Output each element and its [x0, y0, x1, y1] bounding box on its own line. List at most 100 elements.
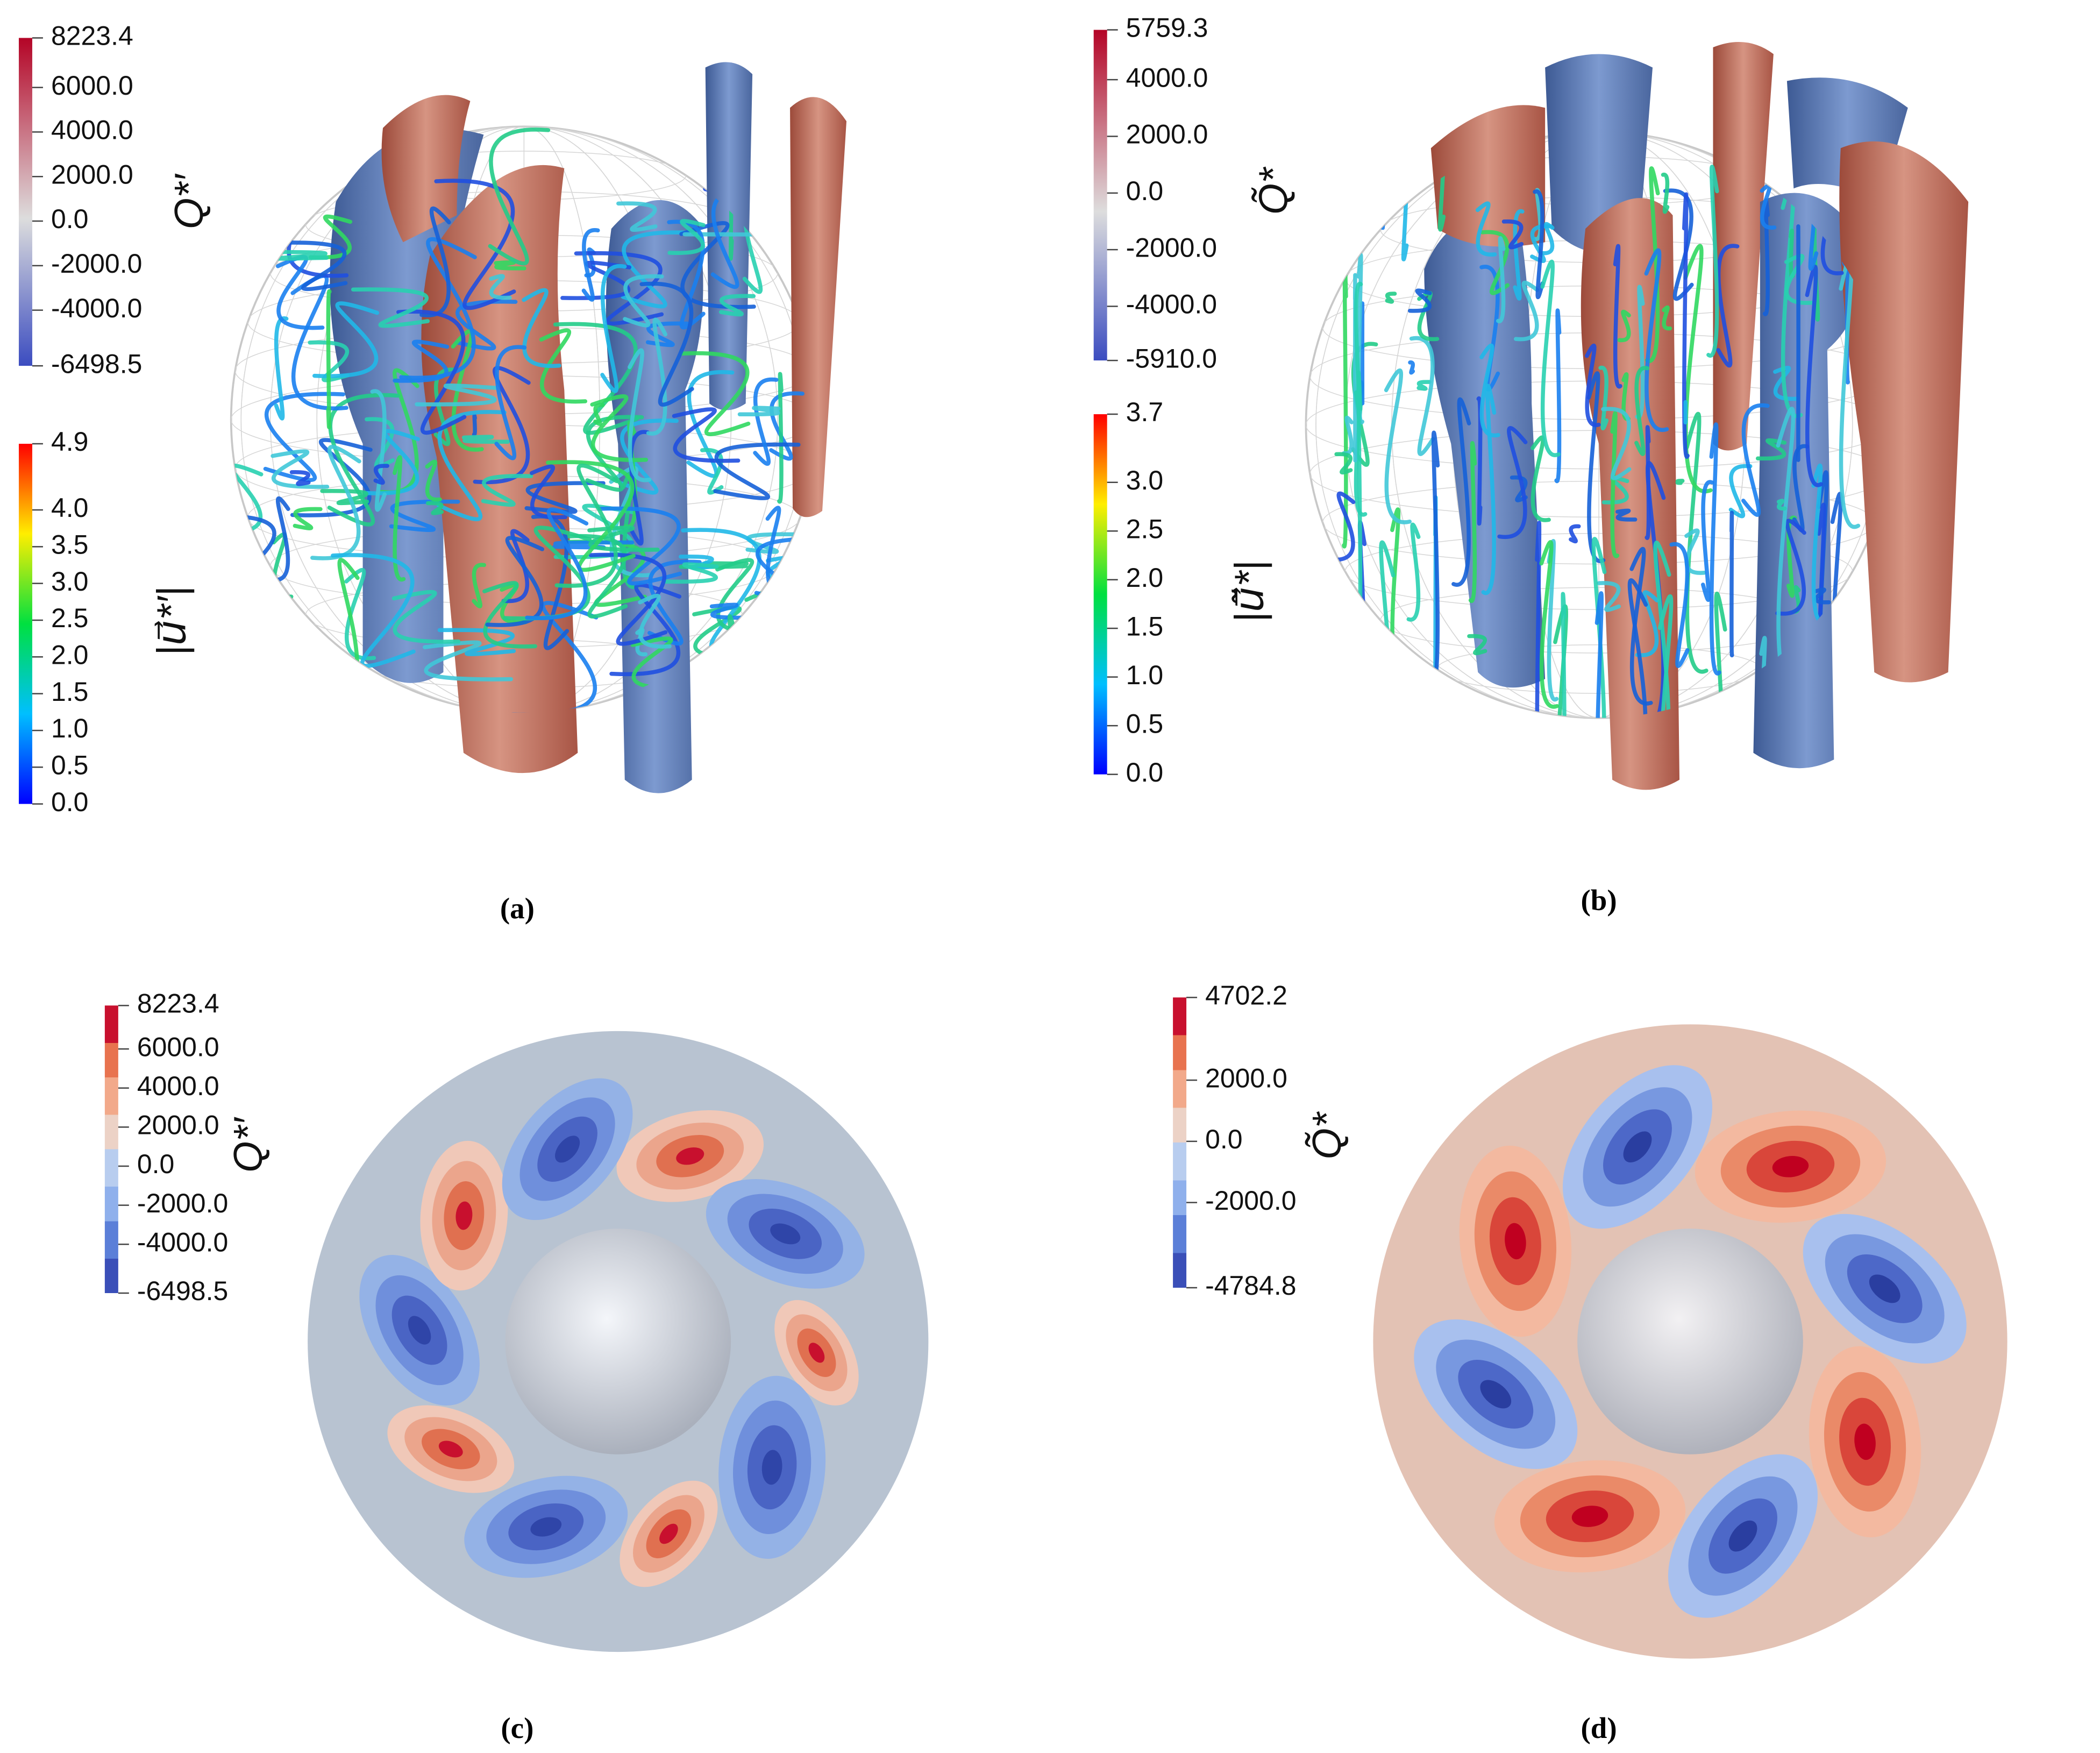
colorbar-tick-label: 3.5 [51, 530, 88, 560]
streamline [1669, 542, 1690, 669]
colorbar-tick-label: 4.9 [51, 427, 88, 457]
streamline [245, 126, 265, 205]
streamline [1644, 248, 1669, 432]
colorbar-title: Q̃* [1250, 166, 1295, 215]
contour-lobe [455, 1201, 473, 1230]
streamline [639, 281, 694, 407]
streamline [246, 250, 329, 261]
colorbar-tick-label: 0.0 [51, 787, 88, 817]
streamline [1560, 592, 1567, 718]
streamline [1554, 308, 1562, 484]
colorbar-tick-label: 0.0 [1126, 176, 1163, 206]
streamline [312, 301, 380, 378]
streamline [1773, 366, 1799, 401]
streamline [326, 289, 332, 429]
streamline [718, 294, 756, 317]
contour-lobe [761, 1450, 782, 1485]
streamline [686, 370, 735, 478]
streamline [629, 430, 650, 546]
colorbar-tick-label: 4702.2 [1205, 981, 1287, 1011]
streamline [1569, 524, 1581, 544]
streamline [1635, 590, 1659, 657]
streamline [1539, 540, 1560, 709]
streamline [425, 501, 444, 515]
streamline [590, 394, 649, 462]
contour-lobe [659, 1523, 678, 1544]
streamline [1336, 619, 1356, 718]
streamline [667, 219, 706, 255]
streamline [1805, 265, 1823, 487]
streamline [1476, 396, 1483, 526]
streamline [777, 372, 784, 504]
disc-d [1373, 1024, 2008, 1659]
streamline [1597, 581, 1621, 612]
streamline [391, 590, 461, 644]
streamline [1789, 229, 1795, 278]
colorbar-tick-label: -2000.0 [1205, 1186, 1296, 1216]
streamline [1467, 634, 1487, 656]
streamline [451, 329, 484, 452]
vortex-tube [790, 97, 846, 517]
colorbar-tick-label: 6000.0 [137, 1032, 219, 1062]
colorbars: 8223.4 6000.0 4000.0 2000.0 0.0 -2000.0 -4000.… [18, 13, 1296, 1306]
streamline [566, 540, 647, 607]
streamline [364, 429, 420, 495]
streamline [289, 470, 311, 486]
streamline [667, 219, 706, 330]
colorbar-tick-label: 5759.3 [1126, 13, 1208, 43]
streamline [1811, 463, 1827, 624]
streamline [415, 383, 498, 407]
streamline [1328, 491, 1356, 562]
colorbar-title: |u⃗*′| [149, 586, 195, 656]
streamline [584, 247, 596, 278]
streamline [531, 514, 570, 650]
streamline [1618, 578, 1648, 718]
contour-lobe [555, 1135, 580, 1163]
streamline [1629, 547, 1653, 706]
streamline [712, 638, 796, 713]
colorbar-tick-label: -4000.0 [51, 293, 142, 323]
streamline [344, 567, 376, 661]
streamline [1661, 173, 1670, 214]
streamline [1354, 281, 1363, 411]
streamline [1533, 189, 1544, 299]
colorbar-tick-label: 1.0 [1126, 660, 1163, 690]
colorbar-tick-label: 1.0 [51, 713, 88, 743]
streamline [276, 240, 348, 292]
sphere-b [1305, 41, 1969, 790]
colorbar-tick-label: -2000.0 [137, 1188, 228, 1218]
streamline [1530, 435, 1551, 522]
streamline [231, 151, 282, 265]
colorbar-tick-label: 0.0 [137, 1149, 174, 1179]
streamline [574, 251, 664, 326]
colorbar-tick-label: 2.0 [1126, 563, 1163, 593]
streamline [1634, 366, 1650, 456]
streamline [274, 316, 289, 421]
streamline [1479, 343, 1500, 438]
panel-label: (b) [1581, 884, 1617, 917]
streamline [530, 464, 567, 520]
streamline [393, 339, 450, 383]
streamline [1497, 426, 1528, 540]
streamline [1617, 309, 1631, 343]
sphere-a [230, 62, 846, 793]
streamline [744, 584, 817, 696]
streamline [737, 406, 781, 417]
streamline [1716, 244, 1740, 368]
streamline [501, 529, 530, 604]
streamline [494, 345, 527, 460]
contour-lobe [408, 1316, 431, 1345]
streamline [745, 532, 796, 554]
streamline [1406, 522, 1421, 622]
contour-lobes [1414, 1065, 1967, 1618]
streamline [1496, 236, 1506, 323]
colorbar-tick-label: 2.5 [51, 603, 88, 633]
streamline [554, 463, 619, 588]
streamline [765, 556, 799, 580]
colorbar-title: Q*′ [166, 173, 211, 229]
streamline [522, 288, 561, 368]
streamline [581, 228, 600, 302]
streamline [1501, 219, 1524, 250]
streamline [1843, 646, 1865, 713]
streamline [331, 553, 416, 668]
